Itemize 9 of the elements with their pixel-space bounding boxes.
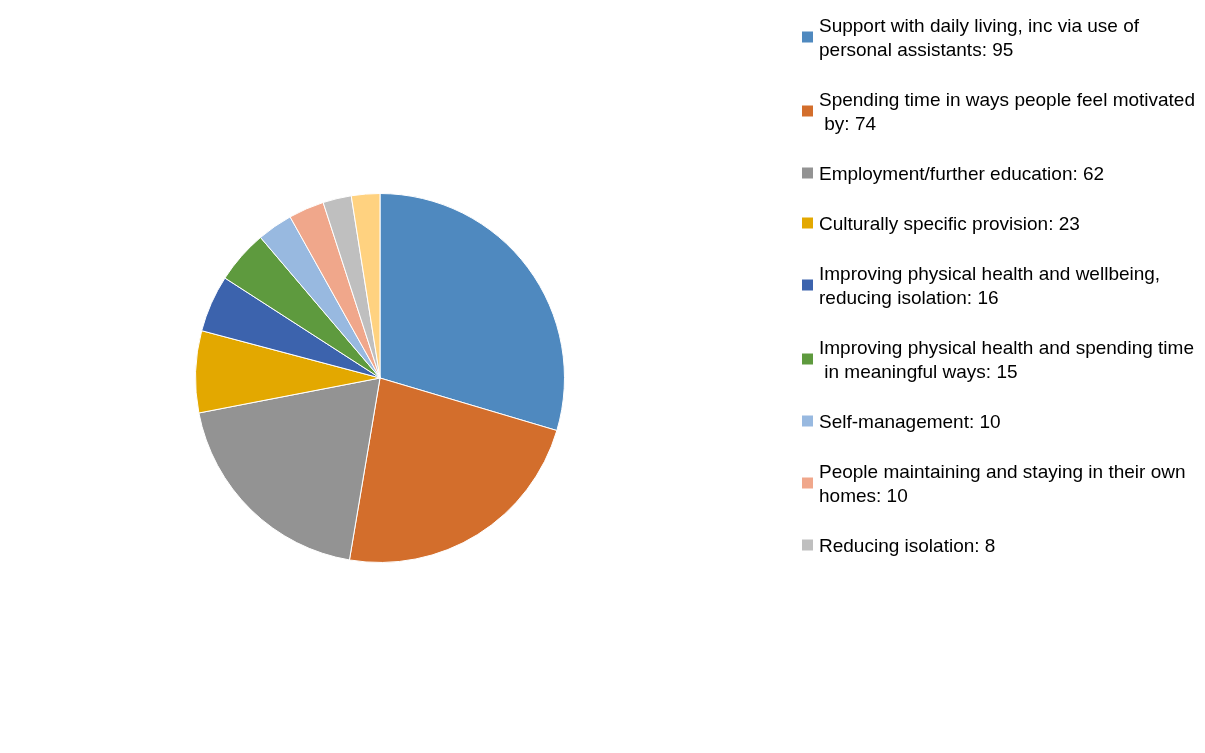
- legend-label: Culturally specific provision: 23: [819, 212, 1080, 234]
- legend-label: Self-management: 10: [819, 410, 1001, 432]
- legend-label: People maintaining and staying in their own homes: 10: [819, 460, 1191, 506]
- legend-label: Spending time in ways people feel motivated by: 74: [819, 88, 1196, 134]
- legend-label: Improving physical health and spending time in meaningful ways: 15: [819, 336, 1194, 382]
- legend-label: Support with daily living, inc via use of personal assistants: 95: [819, 14, 1145, 60]
- legend-label: Improving physical health and wellbeing, reducing isolation: 16: [819, 262, 1166, 308]
- legend-label: Employment/further education: 62: [819, 162, 1105, 184]
- legend-label: Reducing isolation: 8: [819, 534, 996, 556]
